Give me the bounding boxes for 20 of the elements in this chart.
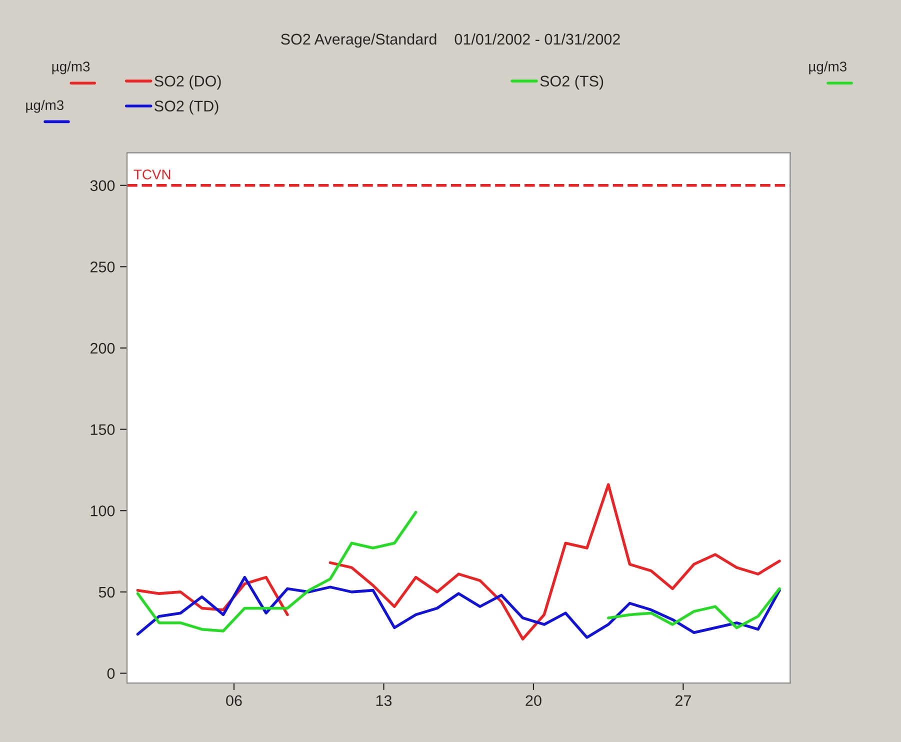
line-series: [136, 576, 781, 639]
x-tick-label: 13: [376, 695, 392, 706]
text: µg/m3: [809, 61, 846, 74]
legend-label: SO2 (TD): [154, 100, 218, 115]
y-tick-label: 150: [90, 424, 115, 435]
chart-title: SO2 Average/Standard 01/01/2002 - 01/31/2002: [281, 33, 620, 48]
y-tick-label: 100: [90, 505, 115, 516]
x-tick-label: 20: [526, 695, 542, 706]
legend-label: SO2 (TS): [540, 75, 604, 90]
y-tick-label: 0: [107, 668, 115, 679]
legend-label: SO2 (DO): [154, 75, 221, 90]
y-tick-label: 50: [98, 586, 115, 598]
x-tick-label: 06: [226, 695, 242, 706]
ref-line-label: TCVN: [134, 170, 170, 180]
text: µg/m3: [26, 100, 64, 113]
y-tick-label: 200: [90, 342, 115, 354]
y-tick-label: 300: [90, 180, 115, 192]
y-tick-label: 250: [90, 262, 115, 272]
text: µg/m3: [52, 61, 90, 74]
x-tick-label: 27: [675, 695, 691, 706]
